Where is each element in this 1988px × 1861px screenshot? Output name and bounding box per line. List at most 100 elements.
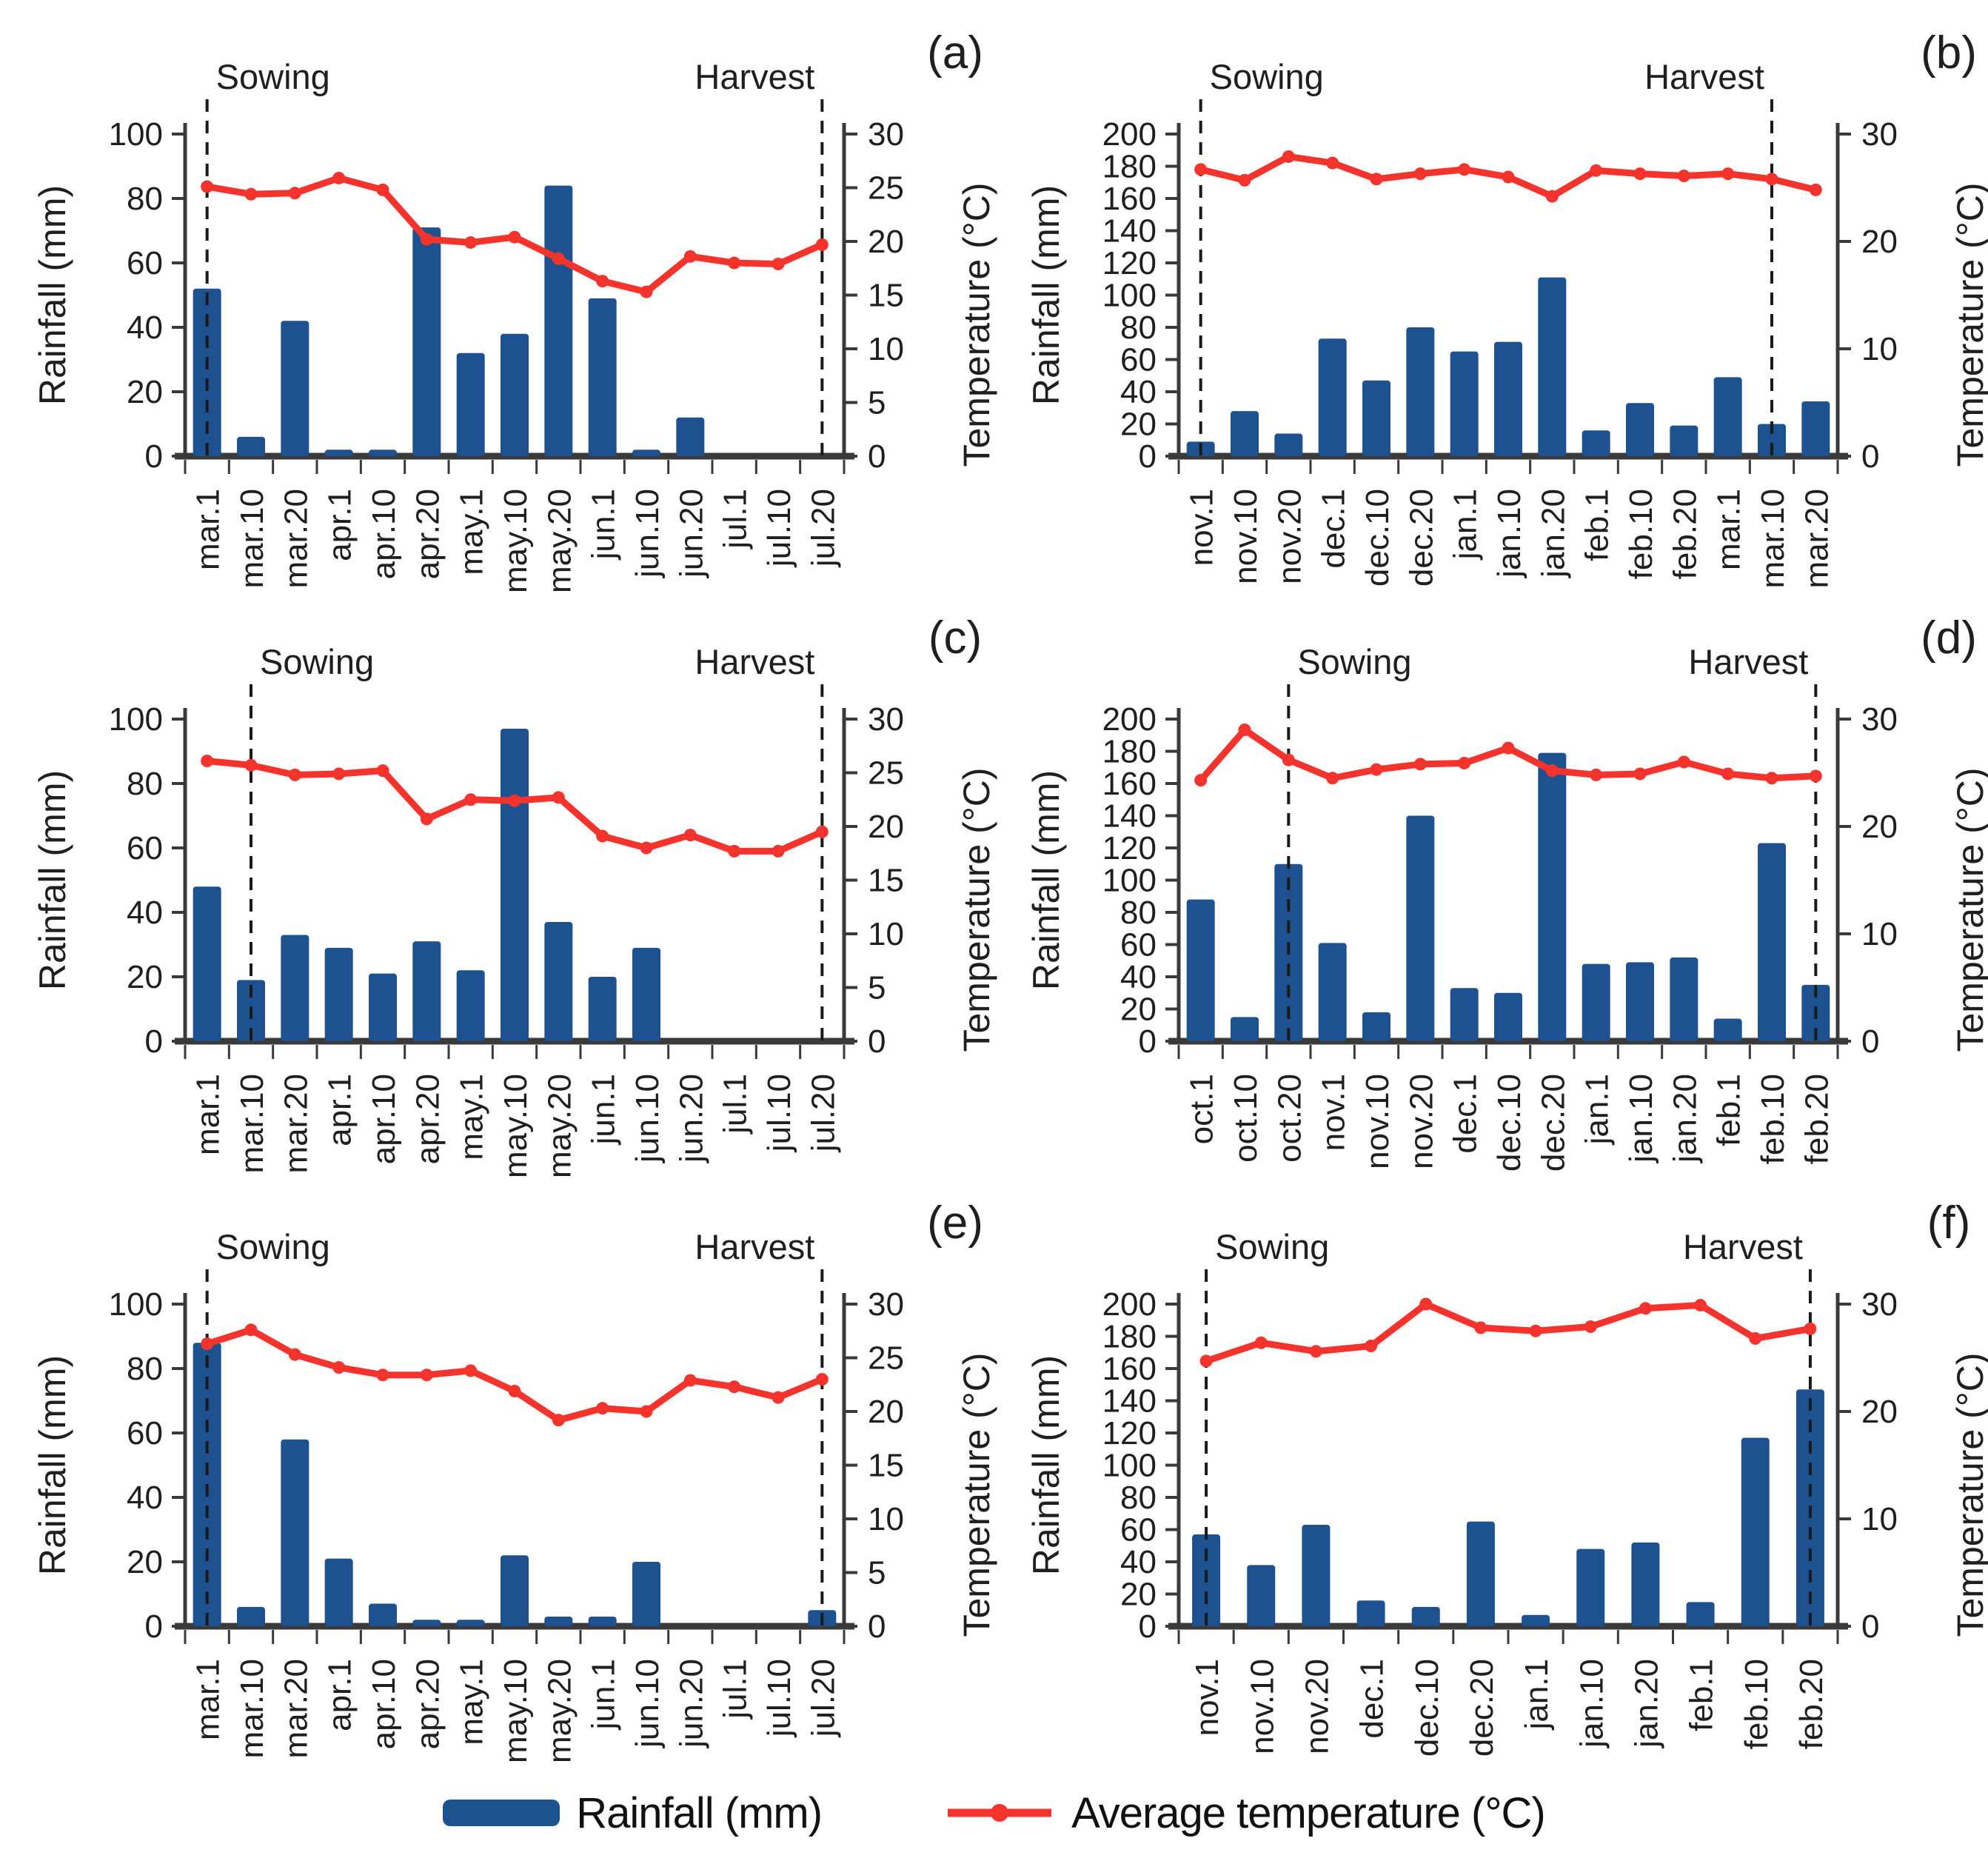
temperature-point-jan.1 <box>1590 768 1603 781</box>
rainfall-bar-jan.10 <box>1626 962 1654 1041</box>
rainfall-bar-feb.10 <box>1741 1437 1770 1626</box>
left-axis-tick-label: 200 <box>1102 1286 1157 1323</box>
x-axis-category-label: feb.1 <box>1711 1074 1747 1146</box>
x-axis-category-label: apr.1 <box>322 1074 358 1146</box>
rainfall-bar-dec.20 <box>1466 1521 1495 1626</box>
temperature-point-may.1 <box>464 793 478 806</box>
left-axis-title: Rainfall (mm) <box>32 770 73 990</box>
chart-f-plot: 0204060801001201401601802000102030Sowing… <box>1025 1197 1988 1757</box>
x-axis-category-label: feb.10 <box>1623 489 1659 579</box>
left-axis-title: Rainfall (mm) <box>32 185 73 405</box>
left-axis-tick-label: 100 <box>109 116 163 153</box>
left-axis-tick-label: 60 <box>1120 342 1157 378</box>
rainfall-bar-jan.10 <box>1494 341 1522 456</box>
left-axis-tick-label: 200 <box>1102 701 1157 738</box>
x-axis-category-label: jan.20 <box>1628 1659 1664 1749</box>
x-axis-category-label: jan.10 <box>1623 1074 1659 1164</box>
right-axis-title: Temperature (°C) <box>1949 1353 1988 1637</box>
x-axis-category-label: nov.1 <box>1184 489 1220 566</box>
temperature-point-jul.20 <box>815 1373 829 1386</box>
temperature-point-mar.10 <box>1765 173 1778 186</box>
rainfall-bar-nov.1 <box>1318 943 1347 1041</box>
left-axis-tick-label: 20 <box>1120 1577 1157 1613</box>
temperature-line <box>204 1326 826 1424</box>
rainfall-bar-jun.20 <box>676 417 705 456</box>
left-axis-tick-label: 80 <box>127 766 163 802</box>
temperature-point-may.20 <box>552 791 565 804</box>
rainfall-bar-apr.10 <box>369 973 397 1041</box>
temperature-point-may.20 <box>552 1414 565 1427</box>
temperature-point-mar.10 <box>244 1323 258 1337</box>
temperature-point-jan.10 <box>1633 767 1647 781</box>
left-axis-tick-label: 60 <box>127 1415 163 1451</box>
temperature-line <box>1202 1300 1814 1365</box>
x-axis-category-label: dec.20 <box>1535 1074 1571 1172</box>
x-axis-category-label: apr.20 <box>409 489 446 579</box>
right-axis-title: Temperature (°C) <box>956 183 997 467</box>
temperature-point-jan.1 <box>1458 163 1471 176</box>
left-axis-tick-label: 180 <box>1102 149 1157 185</box>
chart-panel-a: 0 20 40 60 80 100 0 5 10 15 20 25 30 Sowing Harvest mar… <box>30 12 1023 597</box>
left-axis-tick-label: 140 <box>1102 798 1157 835</box>
left-axis-tick-label: 20 <box>127 374 163 410</box>
left-axis-tick-label: 180 <box>1102 1319 1157 1355</box>
x-axis-category-label: nov.10 <box>1359 1074 1396 1169</box>
rainfall-bar-jan.1 <box>1582 963 1610 1041</box>
rainfall-bar-apr.1 <box>324 947 353 1041</box>
chart-grid: 0 20 40 60 80 100 0 5 10 15 20 25 30 Sowing Harvest mar… <box>30 12 1988 1763</box>
x-axis-category-label: mar.10 <box>234 489 270 589</box>
rainfall-bar-nov.20 <box>1406 815 1435 1041</box>
right-axis-tick-label: 25 <box>868 755 904 792</box>
x-axis-category-label: mar.10 <box>234 1659 270 1759</box>
x-axis-category-label: jan.1 <box>1448 489 1484 561</box>
right-axis-tick-label: 10 <box>868 1501 904 1537</box>
x-axis-category-label: oct.10 <box>1228 1074 1264 1163</box>
right-axis-tick-label: 10 <box>1861 1501 1898 1537</box>
right-axis-tick-label: 0 <box>868 438 886 475</box>
left-axis-tick-label: 80 <box>1120 310 1157 346</box>
x-axis-category-label: apr.20 <box>409 1074 446 1164</box>
rainfall-bar-dec.10 <box>1411 1606 1440 1626</box>
x-axis-category-label: nov.1 <box>1189 1659 1225 1736</box>
rainfall-bar-nov.10 <box>1362 1012 1390 1041</box>
x-axis-category-label: jul.20 <box>805 1074 841 1153</box>
left-axis-tick-label: 60 <box>127 245 163 281</box>
chart-d-plot: 0204060801001201401601802000102030Sowing… <box>1025 612 1988 1172</box>
rainfall-bar-dec.10 <box>1362 380 1390 456</box>
left-axis-tick-label: 40 <box>1120 959 1157 995</box>
temperature-point-nov.1 <box>1326 772 1339 785</box>
temperature-point-jan.20 <box>1639 1302 1652 1315</box>
temperature-point-mar.20 <box>288 187 301 200</box>
figure-legend: Rainfall (mm) Average temperature (°C) <box>0 1771 1988 1854</box>
temperature-point-jan.1 <box>1529 1324 1542 1337</box>
temperature-point-nov.1 <box>1194 163 1208 176</box>
temperature-point-feb.1 <box>1590 164 1603 177</box>
temperature-point-dec.1 <box>1326 156 1339 170</box>
x-axis-category-label: dec.20 <box>1464 1659 1500 1757</box>
x-axis-category-label: jul.10 <box>761 1074 797 1153</box>
x-axis-category-label: nov.20 <box>1299 1659 1335 1754</box>
right-axis-tick-label: 20 <box>868 1394 904 1430</box>
temperature-point-apr.1 <box>332 171 346 184</box>
temperature-point-mar.1 <box>201 180 214 193</box>
right-axis-tick-label: 20 <box>868 224 904 260</box>
temperature-point-dec.10 <box>1419 1297 1433 1311</box>
rainfall-bar-mar.1 <box>193 288 221 456</box>
rainfall-bar-may.20 <box>544 1616 573 1626</box>
right-axis-title: Temperature (°C) <box>1949 768 1988 1052</box>
left-axis-tick-label: 100 <box>109 1286 163 1323</box>
rainfall-bar-nov.20 <box>1274 433 1303 456</box>
left-axis-tick-label: 40 <box>1120 1544 1157 1580</box>
x-axis-category-label: apr.10 <box>366 489 402 579</box>
x-axis-category-label: may.10 <box>498 489 534 593</box>
rainfall-bar-oct.10 <box>1231 1017 1259 1041</box>
x-axis-category-label: nov.10 <box>1228 489 1264 584</box>
left-axis-tick-label: 100 <box>1102 278 1157 314</box>
rainfall-bar-feb.1 <box>1713 1018 1742 1041</box>
right-axis-tick-label: 25 <box>868 1340 904 1377</box>
x-axis-category-label: jul.20 <box>805 489 841 568</box>
x-axis-category-label: oct.1 <box>1184 1074 1220 1144</box>
temperature-point-jul.10 <box>772 1391 785 1404</box>
left-axis-tick-label: 100 <box>1102 1448 1157 1484</box>
left-axis-tick-label: 60 <box>1120 927 1157 963</box>
